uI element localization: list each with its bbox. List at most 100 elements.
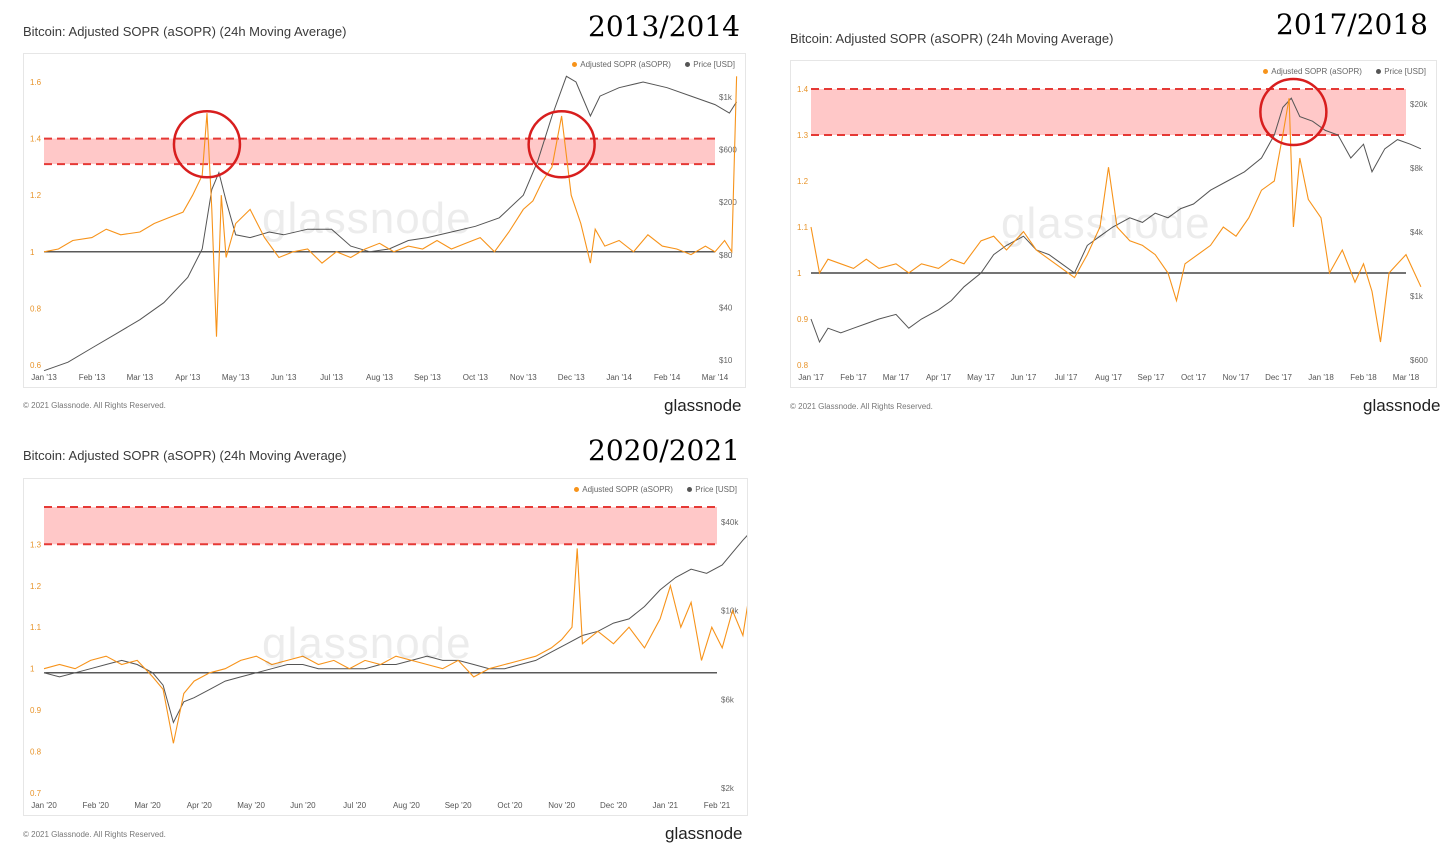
series-asopr-line bbox=[43, 548, 747, 744]
x-tick-label: Mar '18 bbox=[1393, 373, 1420, 382]
x-tick-label: Jan '18 bbox=[1308, 373, 1334, 382]
y-right-tick-label: $600 bbox=[1410, 356, 1428, 365]
legend-item-sopr[interactable]: Adjusted SOPR (aSOPR) bbox=[574, 485, 673, 494]
x-tick-label: Mar '13 bbox=[127, 373, 154, 382]
y-left-tick-label: 0.8 bbox=[30, 748, 42, 757]
y-right-tick-label: $80 bbox=[719, 251, 733, 260]
y-right-tick-label: $20k bbox=[1410, 100, 1428, 109]
copyright: © 2021 Glassnode. All Rights Reserved. bbox=[23, 830, 166, 839]
x-tick-label: May '13 bbox=[222, 373, 250, 382]
y-right-tick-label: $4k bbox=[1410, 228, 1424, 237]
y-right-tick-label: $2k bbox=[721, 784, 735, 793]
plot-area: 0.7 0.8 0.9 1 1.1 1.2 1.3 $2k $6k $10k $40k Jan '20… bbox=[23, 478, 748, 816]
y-right-tick-label: $1k bbox=[1410, 292, 1424, 301]
y-left-tick-label: 1.4 bbox=[30, 135, 42, 144]
x-tick-label: Jan '13 bbox=[31, 373, 57, 382]
x-tick-label: Apr '17 bbox=[926, 373, 952, 382]
y-right-tick-label: $600 bbox=[719, 146, 737, 155]
x-tick-label: Dec '20 bbox=[600, 801, 627, 810]
series-asopr-line bbox=[810, 98, 1422, 343]
chart-svg: 0.7 0.8 0.9 1 1.1 1.2 1.3 $2k $6k $10k $40k Jan '20… bbox=[30, 506, 747, 810]
x-tick-label: Feb '20 bbox=[83, 801, 110, 810]
watermark: glassnode bbox=[1001, 199, 1211, 248]
x-tick-label: Jun '20 bbox=[290, 801, 316, 810]
x-tick-label: May '17 bbox=[967, 373, 995, 382]
legend: Adjusted SOPR (aSOPR) Price [USD] bbox=[560, 60, 735, 69]
legend-item-price[interactable]: Price [USD] bbox=[1376, 67, 1426, 76]
x-tick-label: May '20 bbox=[237, 801, 265, 810]
legend: Adjusted SOPR (aSOPR) Price [USD] bbox=[562, 485, 737, 494]
x-tick-label: Aug '13 bbox=[366, 373, 393, 382]
period-label: 2013/2014 bbox=[588, 10, 740, 43]
x-tick-label: Nov '17 bbox=[1223, 373, 1250, 382]
y-left-tick-label: 0.7 bbox=[30, 789, 42, 798]
x-tick-label: Sep '20 bbox=[445, 801, 472, 810]
x-tick-label: Mar '14 bbox=[702, 373, 729, 382]
x-tick-label: Mar '17 bbox=[883, 373, 910, 382]
x-tick-label: Oct '13 bbox=[463, 373, 489, 382]
legend-item-price[interactable]: Price [USD] bbox=[687, 485, 737, 494]
x-tick-label: Nov '13 bbox=[510, 373, 537, 382]
x-tick-label: Feb '21 bbox=[704, 801, 731, 810]
x-tick-label: Aug '17 bbox=[1095, 373, 1122, 382]
legend-item-price[interactable]: Price [USD] bbox=[685, 60, 735, 69]
x-tick-label: Jul '13 bbox=[320, 373, 343, 382]
highlight-circle bbox=[1259, 77, 1328, 147]
plot-area: 0.6 0.8 1 1.2 1.4 1.6 $10 $40 $80 $200 $600 $1k Jan … bbox=[23, 53, 746, 388]
x-tick-label: Nov '20 bbox=[548, 801, 575, 810]
highlight-band bbox=[811, 89, 1406, 135]
plot-area: 0.8 0.9 1 1.1 1.2 1.3 1.4 $600 $1k $4k $8k $20k Jan … bbox=[790, 60, 1437, 388]
x-tick-label: Sep '17 bbox=[1138, 373, 1165, 382]
x-tick-label: Apr '13 bbox=[175, 373, 201, 382]
x-tick-label: Oct '17 bbox=[1181, 373, 1207, 382]
x-tick-label: Aug '20 bbox=[393, 801, 420, 810]
highlight-band bbox=[44, 138, 715, 165]
y-right-tick-label: $10k bbox=[721, 607, 739, 616]
y-left-tick-label: 0.6 bbox=[30, 361, 42, 370]
y-left-tick-label: 0.8 bbox=[30, 304, 42, 313]
series-price-line bbox=[43, 535, 747, 724]
x-tick-label: Apr '20 bbox=[187, 801, 213, 810]
y-left-tick-label: 0.9 bbox=[30, 706, 42, 715]
y-left-tick-label: 1.2 bbox=[30, 582, 42, 591]
highlight-circle bbox=[527, 110, 596, 179]
x-tick-label: Jan '17 bbox=[798, 373, 824, 382]
glassnode-logo: glassnode bbox=[664, 396, 742, 415]
copyright: © 2021 Glassnode. All Rights Reserved. bbox=[23, 401, 166, 410]
y-left-tick-label: 1 bbox=[797, 269, 802, 278]
x-tick-label: Feb '17 bbox=[840, 373, 867, 382]
x-tick-label: Feb '14 bbox=[654, 373, 681, 382]
x-tick-label: Sep '13 bbox=[414, 373, 441, 382]
y-left-tick-label: 1.3 bbox=[797, 131, 809, 140]
y-left-tick-label: 1.2 bbox=[797, 177, 809, 186]
x-tick-label: Dec '17 bbox=[1265, 373, 1292, 382]
y-right-tick-label: $6k bbox=[721, 695, 735, 704]
y-left-tick-label: 1.3 bbox=[30, 540, 42, 549]
highlight-band bbox=[44, 507, 717, 545]
x-tick-label: Jun '17 bbox=[1011, 373, 1037, 382]
series-price-line bbox=[810, 97, 1422, 344]
y-right-tick-label: $40k bbox=[721, 518, 739, 527]
legend-item-sopr[interactable]: Adjusted SOPR (aSOPR) bbox=[572, 60, 671, 69]
x-tick-label: Feb '13 bbox=[79, 373, 106, 382]
legend: Adjusted SOPR (aSOPR) Price [USD] bbox=[1251, 67, 1426, 76]
y-left-tick-label: 1.2 bbox=[30, 191, 42, 200]
x-tick-label: Jan '14 bbox=[606, 373, 632, 382]
x-tick-label: Jan '21 bbox=[652, 801, 678, 810]
x-tick-label: Jan '20 bbox=[31, 801, 57, 810]
legend-item-sopr[interactable]: Adjusted SOPR (aSOPR) bbox=[1263, 67, 1362, 76]
period-label: 2017/2018 bbox=[1276, 8, 1428, 41]
copyright: © 2021 Glassnode. All Rights Reserved. bbox=[790, 402, 933, 411]
highlight-circle bbox=[172, 110, 242, 179]
x-tick-label: Dec '13 bbox=[558, 373, 585, 382]
y-left-tick-label: 1.6 bbox=[30, 78, 42, 87]
x-tick-label: Jul '20 bbox=[343, 801, 366, 810]
y-left-tick-label: 1 bbox=[30, 248, 35, 257]
y-left-tick-label: 0.8 bbox=[797, 361, 809, 370]
x-tick-label: Mar '20 bbox=[134, 801, 161, 810]
x-tick-label: Jul '17 bbox=[1055, 373, 1078, 382]
y-left-tick-label: 0.9 bbox=[797, 315, 809, 324]
glassnode-logo: glassnode bbox=[665, 824, 743, 843]
watermark: glassnode bbox=[262, 619, 472, 668]
y-left-tick-label: 1.1 bbox=[797, 223, 809, 232]
